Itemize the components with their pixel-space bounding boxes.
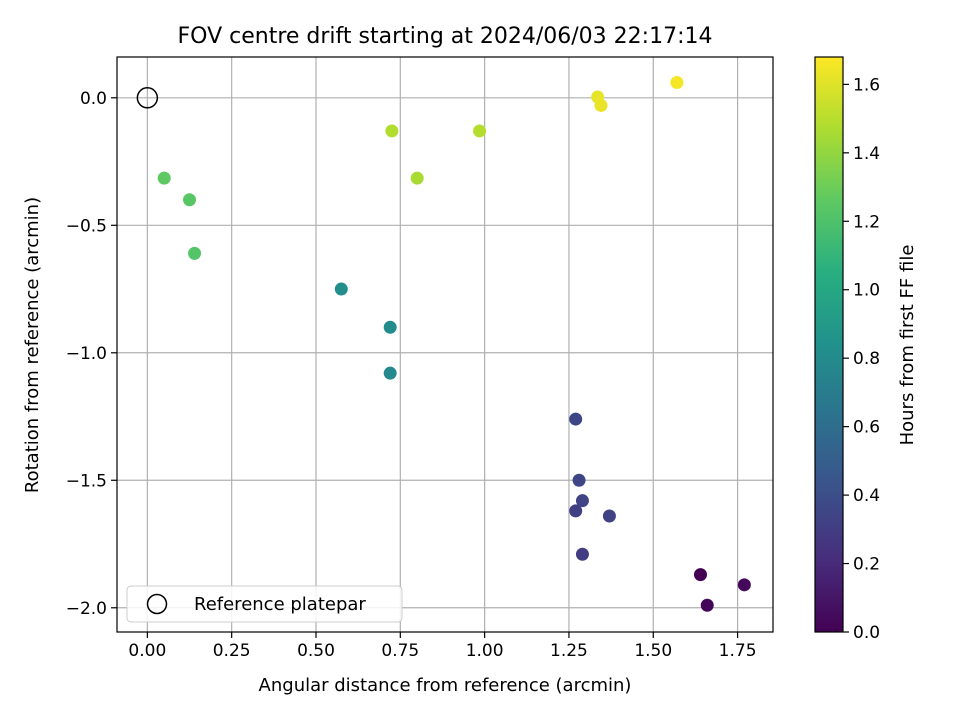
- y-tick-label: −0.5: [66, 216, 107, 236]
- data-point: [383, 320, 397, 334]
- data-point: [385, 124, 399, 138]
- grid-lines: [117, 57, 773, 632]
- legend: Reference platepar: [126, 585, 403, 623]
- data-point: [569, 412, 583, 426]
- reference-marker-group: [136, 87, 159, 109]
- y-tick-label: 0.0: [80, 89, 107, 109]
- data-point: [737, 578, 751, 592]
- chart-title: FOV centre drift starting at 2024/06/03 …: [178, 24, 713, 49]
- colorbar-ticks: 0.0 0.2 0.4 0.6 0.8 1.0 1.2 1.4 1.6: [843, 75, 880, 643]
- legend-reference-marker: [146, 593, 168, 615]
- y-tick-label: −2.0: [66, 599, 107, 619]
- x-tick-label: 0.25: [213, 641, 251, 661]
- colorbar-tick-label: 0.0: [853, 623, 880, 643]
- legend-reference-label: Reference platepar: [194, 594, 366, 615]
- colorbar-tick-label: 0.6: [853, 418, 880, 438]
- x-tick-label: 1.25: [550, 641, 588, 661]
- y-axis-label: Rotation from reference (arcmin): [22, 197, 43, 493]
- colorbar: 0.0 0.2 0.4 0.6 0.8 1.0 1.2 1.4 1.6 Hours from f…: [814, 56, 918, 643]
- data-point: [334, 282, 348, 296]
- x-axis-label: Angular distance from reference (arcmin): [259, 675, 632, 696]
- data-point: [188, 246, 202, 260]
- data-point: [693, 568, 707, 582]
- data-point: [700, 598, 714, 612]
- x-tick-label: 1.50: [634, 641, 672, 661]
- colorbar-frame: [814, 56, 844, 633]
- reference-marker: [136, 87, 159, 109]
- colorbar-tick-label: 1.2: [853, 212, 880, 232]
- data-point: [157, 171, 171, 185]
- data-point: [183, 193, 197, 207]
- y-axis-ticks: 0.0 −0.5 −1.0 −1.5 −2.0: [66, 89, 117, 619]
- y-tick-label: −1.0: [66, 344, 107, 364]
- data-point: [575, 494, 589, 508]
- colorbar-tick-label: 0.8: [853, 349, 880, 369]
- x-tick-label: 1.00: [466, 641, 504, 661]
- colorbar-tick-label: 0.4: [853, 486, 880, 506]
- data-point: [473, 124, 487, 138]
- data-point: [569, 504, 583, 518]
- colorbar-tick-label: 1.4: [853, 144, 880, 164]
- data-point: [594, 98, 608, 112]
- data-point: [602, 509, 616, 523]
- data-points: [157, 75, 751, 612]
- data-point: [572, 473, 586, 487]
- colorbar-tick-label: 1.0: [853, 281, 880, 301]
- data-point: [383, 366, 397, 380]
- colorbar-gradient: [815, 57, 843, 632]
- colorbar-label: Hours from first FF file: [897, 245, 918, 446]
- x-tick-label: 0.75: [381, 641, 419, 661]
- colorbar-tick-label: 1.6: [853, 75, 880, 95]
- y-tick-label: −1.5: [66, 471, 107, 491]
- x-axis-ticks: 0.00 0.25 0.50 0.75 1.00 1.25 1.50 1.75: [128, 632, 757, 661]
- data-point: [670, 75, 684, 89]
- x-tick-label: 0.00: [128, 641, 166, 661]
- x-tick-label: 0.50: [297, 641, 335, 661]
- legend-box: [126, 585, 403, 623]
- colorbar-tick-label: 0.2: [853, 555, 880, 575]
- plot-frame: [116, 56, 774, 633]
- x-tick-label: 1.75: [719, 641, 757, 661]
- data-point: [575, 547, 589, 561]
- data-point: [410, 171, 424, 185]
